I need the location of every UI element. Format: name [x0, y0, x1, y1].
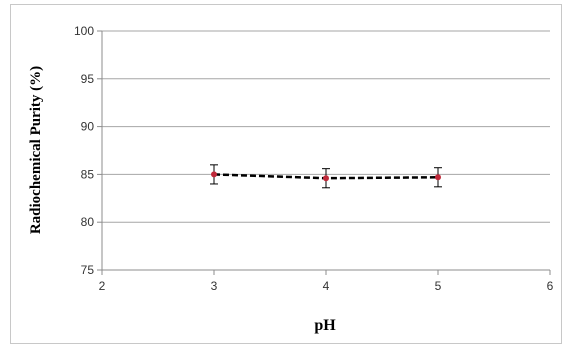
data-point: [323, 175, 329, 182]
x-tick-label: 3: [211, 279, 218, 293]
y-tick-label: 85: [81, 167, 95, 181]
data-point: [211, 171, 217, 178]
y-tick-label: 75: [81, 263, 95, 277]
y-tick-label: 100: [74, 24, 94, 38]
x-tick-label: 6: [547, 279, 554, 293]
data-series: [210, 164, 442, 189]
y-tick-label: 95: [81, 72, 95, 86]
x-tick-label: 2: [99, 279, 106, 293]
x-axis-title: pH: [314, 317, 336, 334]
y-axis-title: Radiochemical Purity (%): [28, 66, 44, 234]
x-tick-label: 5: [435, 279, 442, 293]
y-tick-label: 80: [81, 215, 95, 229]
x-tick-labels: 2 3 4 5 6: [99, 279, 554, 293]
grid-lines: [102, 30, 550, 223]
y-tick-labels: 75 80 85 90 95 100: [74, 24, 94, 277]
y-tick-label: 90: [81, 120, 95, 134]
axes: [97, 30, 551, 275]
data-point: [435, 174, 441, 181]
x-tick-label: 4: [323, 279, 330, 293]
